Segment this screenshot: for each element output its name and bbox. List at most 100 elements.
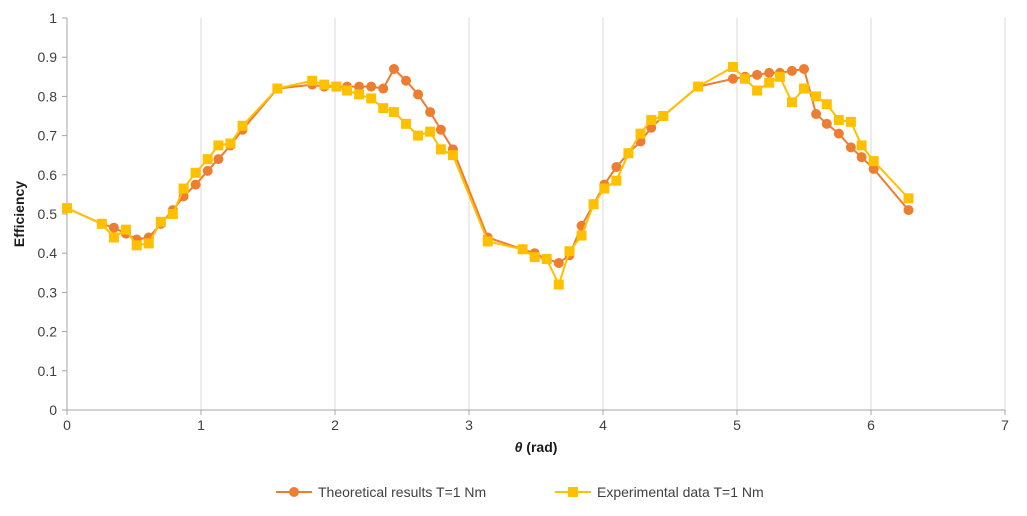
point-experimental-7: [167, 209, 178, 219]
point-experimental-17: [331, 81, 342, 92]
point-experimental-47: [774, 71, 785, 82]
point-experimental-56: [903, 193, 914, 204]
legend-label-theoretical: Theoretical results T=1 Nm: [318, 484, 486, 500]
legend: Theoretical results T=1 Nm Experimental …: [276, 484, 764, 500]
point-experimental-2: [108, 232, 119, 243]
point-experimental-10: [202, 154, 213, 165]
x-tick-label-6: 6: [867, 417, 875, 433]
point-experimental-49: [799, 83, 809, 94]
point-theoretical-53: [845, 142, 856, 153]
point-theoretical-48: [786, 65, 797, 76]
point-experimental-19: [354, 89, 365, 100]
point-experimental-8: [178, 183, 189, 194]
point-experimental-18: [342, 85, 353, 96]
point-theoretical-32: [553, 258, 564, 268]
x-tick-labels: 0 1 2 3 4 5 6 7: [63, 410, 1009, 433]
y-tick-label-7: 0.7: [38, 128, 58, 144]
point-theoretical-11: [213, 154, 224, 165]
x-axis-title-symbol: θ: [515, 439, 523, 455]
point-experimental-9: [190, 167, 201, 178]
point-experimental-51: [821, 99, 832, 110]
y-tick-label-0: 0: [49, 402, 57, 418]
point-experimental-29: [517, 244, 528, 255]
y-axis-title: Efficiency: [11, 181, 27, 247]
series-experimental: [62, 62, 914, 290]
point-experimental-42: [693, 81, 704, 92]
point-theoretical-23: [401, 75, 412, 86]
point-experimental-0: [62, 203, 72, 214]
point-experimental-27: [447, 150, 458, 161]
legend-marker-theoretical: [289, 487, 299, 497]
point-theoretical-40: [646, 122, 657, 133]
point-theoretical-43: [727, 73, 738, 84]
point-experimental-1: [96, 218, 107, 229]
y-tick-label-4: 0.4: [38, 245, 58, 261]
axes: [66, 18, 1005, 411]
point-experimental-48: [786, 97, 797, 108]
y-tick-label-3: 0.3: [38, 284, 58, 300]
point-theoretical-24: [413, 89, 424, 100]
point-theoretical-19: [354, 81, 365, 92]
y-tick-label-9: 0.9: [38, 49, 58, 65]
y-tick-label-6: 0.6: [38, 167, 58, 183]
point-experimental-22: [388, 107, 399, 118]
point-theoretical-37: [611, 161, 622, 172]
x-axis-title: θ (rad): [515, 439, 558, 455]
point-theoretical-46: [764, 67, 775, 78]
point-experimental-24: [413, 130, 424, 141]
point-theoretical-56: [903, 205, 914, 216]
point-theoretical-45: [752, 69, 763, 80]
point-experimental-15: [307, 75, 318, 86]
x-tick-label-5: 5: [733, 417, 741, 433]
legend-marker-experimental: [568, 487, 578, 497]
point-experimental-36: [599, 183, 610, 194]
point-experimental-25: [425, 126, 436, 137]
point-experimental-32: [553, 279, 564, 290]
y-tick-label-8: 0.8: [38, 88, 58, 104]
point-experimental-45: [752, 85, 763, 96]
y-tick-label-2: 0.2: [38, 324, 58, 340]
y-tick-label-5: 0.5: [38, 206, 58, 222]
point-theoretical-10: [202, 165, 213, 176]
legend-item-theoretical: Theoretical results T=1 Nm: [276, 484, 486, 500]
point-experimental-20: [366, 93, 377, 104]
point-experimental-28: [482, 236, 493, 247]
y-tick-labels: 0 0.1 0.2 0.3 0.4 0.5 0.6 0.7 0.8 0.9 1: [38, 10, 67, 418]
x-tick-label-1: 1: [197, 417, 205, 433]
point-theoretical-21: [378, 83, 389, 94]
point-experimental-39: [635, 128, 646, 139]
point-experimental-44: [740, 73, 751, 84]
x-tick-label-2: 2: [331, 417, 339, 433]
point-experimental-3: [120, 224, 131, 235]
point-experimental-37: [611, 175, 622, 186]
point-theoretical-9: [190, 179, 201, 190]
point-theoretical-52: [833, 128, 844, 139]
legend-label-experimental: Experimental data T=1 Nm: [597, 484, 764, 500]
point-theoretical-54: [856, 152, 867, 163]
point-experimental-43: [727, 62, 738, 72]
point-experimental-46: [764, 77, 775, 88]
x-tick-label-4: 4: [599, 417, 607, 433]
point-experimental-35: [588, 199, 599, 210]
point-theoretical-51: [821, 118, 832, 129]
point-experimental-54: [856, 140, 867, 151]
legend-item-experimental: Experimental data T=1 Nm: [555, 484, 764, 500]
point-theoretical-50: [811, 109, 822, 120]
point-experimental-53: [845, 116, 856, 127]
y-tick-label-10: 1: [49, 10, 57, 26]
point-experimental-23: [401, 118, 412, 129]
point-experimental-4: [131, 240, 142, 251]
point-experimental-12: [225, 138, 236, 149]
point-theoretical-22: [388, 63, 399, 74]
x-tick-label-3: 3: [465, 417, 473, 433]
point-experimental-5: [143, 238, 154, 249]
y-tick-label-1: 0.1: [38, 363, 58, 379]
point-experimental-38: [623, 148, 634, 159]
point-experimental-21: [378, 103, 389, 114]
point-experimental-6: [155, 216, 166, 227]
x-tick-label-0: 0: [63, 417, 71, 433]
point-theoretical-49: [799, 63, 809, 74]
point-experimental-50: [811, 91, 822, 102]
